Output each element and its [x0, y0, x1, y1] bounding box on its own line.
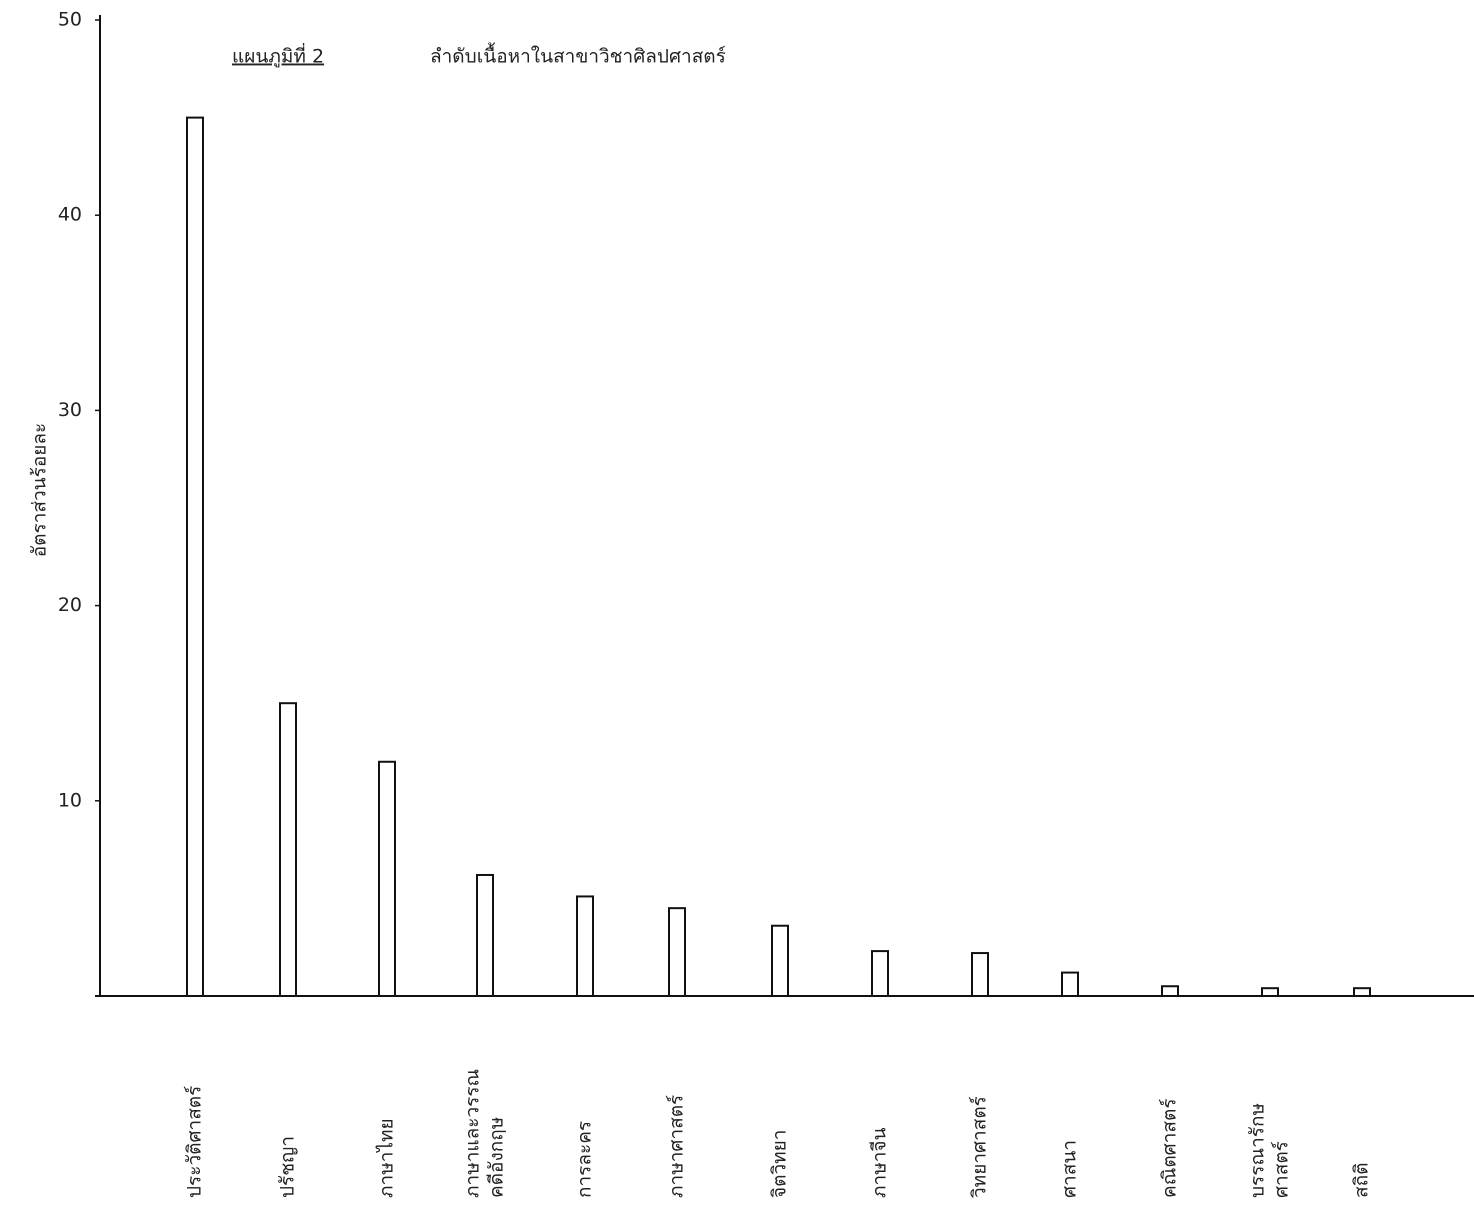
chart-title: ลำดับเนื้อหาในสาขาวิชาศิลปศาสตร์: [430, 43, 726, 68]
figure-label: แผนภูมิที่ 2: [232, 43, 324, 68]
bar: [279, 702, 297, 997]
x-tick-label: สถิติ: [1351, 1163, 1373, 1198]
x-tick-label: บรรณารักษ: [1247, 1103, 1269, 1198]
x-tick-label: ศาสตร์: [1271, 1141, 1293, 1198]
x-tick-label: ประวัติศาสตร์: [184, 1086, 206, 1198]
x-tick-label: ศาสนา: [1059, 1140, 1081, 1198]
x-tick-label: ภาษาศาสตร์: [666, 1095, 688, 1198]
bar: [668, 907, 686, 997]
bar: [1161, 985, 1179, 997]
x-tick-label: ปรัชญา: [277, 1136, 299, 1198]
x-tick-label: ภาษาจีน: [869, 1127, 891, 1198]
bar: [186, 116, 204, 998]
y-tick-label: 50: [58, 9, 82, 31]
y-tick-label: 20: [58, 594, 82, 616]
bar: [476, 873, 494, 998]
bar: [576, 895, 594, 997]
bar: [1353, 987, 1371, 998]
x-tick-label: คดีอังกฤษ: [486, 1117, 508, 1198]
y-tick-label: 40: [58, 204, 82, 226]
y-axis-label: อัตราส่วนร้อยละ: [29, 423, 51, 557]
x-tick-label: ภาษาและวรรณ: [462, 1069, 484, 1198]
x-tick-label: การละคร: [574, 1121, 596, 1198]
bar: [1261, 987, 1279, 998]
x-tick-label: วิทยาศาสตร์: [969, 1096, 991, 1198]
bar: [871, 950, 889, 998]
bar: [1061, 971, 1079, 997]
bar: [971, 952, 989, 998]
x-tick-label: คณิตศาสตร์: [1159, 1098, 1181, 1198]
x-tick-label: จิตวิทยา: [769, 1130, 791, 1198]
x-tick-label: ภาษาไทย: [376, 1118, 398, 1198]
y-tick-label: 10: [58, 789, 82, 811]
bar: [378, 760, 396, 998]
y-tick-label: 30: [58, 399, 82, 421]
bar: [771, 924, 789, 998]
